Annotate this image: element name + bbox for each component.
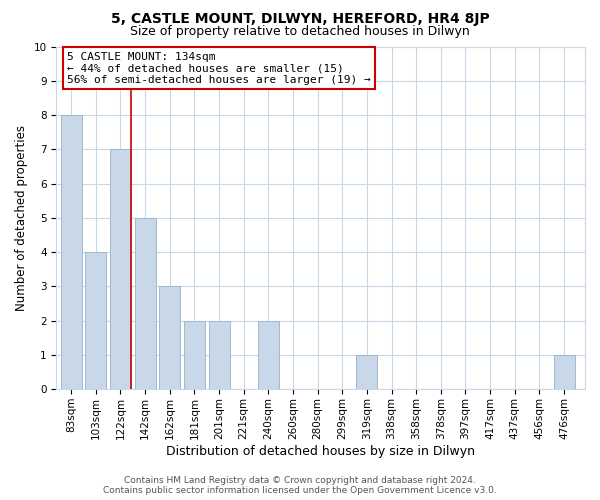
Bar	[134, 218, 155, 389]
Bar	[258, 320, 279, 389]
Y-axis label: Number of detached properties: Number of detached properties	[15, 125, 28, 311]
Bar	[159, 286, 180, 389]
Bar	[61, 115, 82, 389]
X-axis label: Distribution of detached houses by size in Dilwyn: Distribution of detached houses by size …	[166, 444, 475, 458]
Text: Size of property relative to detached houses in Dilwyn: Size of property relative to detached ho…	[130, 25, 470, 38]
Text: 5 CASTLE MOUNT: 134sqm
← 44% of detached houses are smaller (15)
56% of semi-det: 5 CASTLE MOUNT: 134sqm ← 44% of detached…	[67, 52, 371, 85]
Bar	[209, 320, 230, 389]
Bar	[110, 150, 131, 389]
Bar	[554, 355, 575, 389]
Bar	[184, 320, 205, 389]
Text: Contains HM Land Registry data © Crown copyright and database right 2024.
Contai: Contains HM Land Registry data © Crown c…	[103, 476, 497, 495]
Text: 5, CASTLE MOUNT, DILWYN, HEREFORD, HR4 8JP: 5, CASTLE MOUNT, DILWYN, HEREFORD, HR4 8…	[110, 12, 490, 26]
Bar	[85, 252, 106, 389]
Bar	[356, 355, 377, 389]
